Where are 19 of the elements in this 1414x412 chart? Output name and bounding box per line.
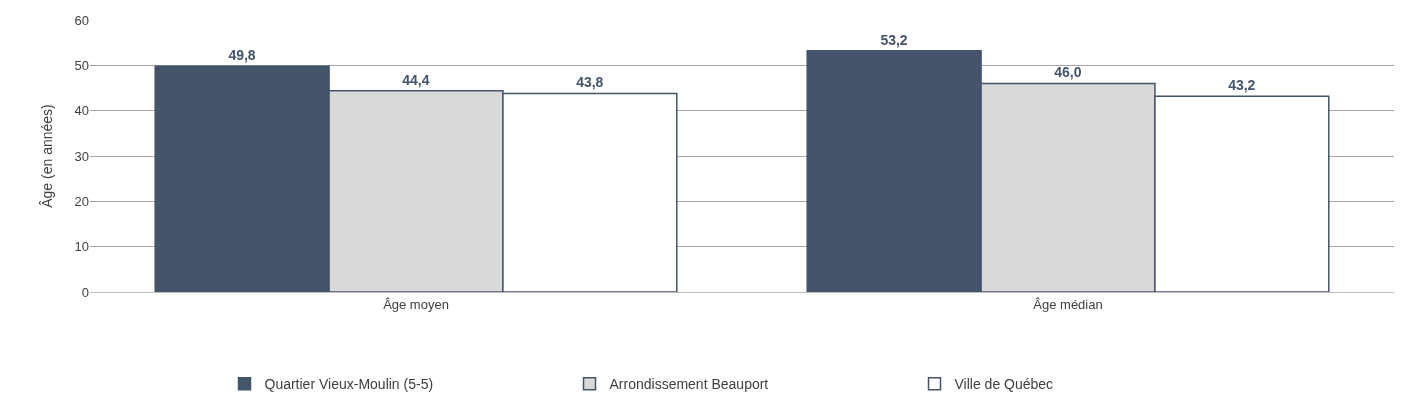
y-tick-label: 60 xyxy=(74,12,89,28)
legend-label: Quartier Vieux-Moulin (5-5) xyxy=(264,376,434,393)
legend-label: Arrondissement Beauport xyxy=(609,376,769,393)
data-label: 53,2 xyxy=(880,31,908,48)
y-tick-label: 40 xyxy=(74,103,89,119)
x-tick-label: Âge médian xyxy=(1033,296,1103,312)
legend-label: Ville de Québec xyxy=(954,376,1054,393)
y-axis-title: Âge (en années) xyxy=(39,104,55,208)
data-label: 43,2 xyxy=(1228,77,1256,94)
data-label: 43,8 xyxy=(576,74,604,91)
y-tick-label: 30 xyxy=(74,148,89,164)
y-tick-label: 0 xyxy=(81,284,89,300)
data-label: 49,8 xyxy=(228,47,256,64)
data-label: 46,0 xyxy=(1054,64,1082,81)
y-tick-label: 10 xyxy=(74,239,89,255)
data-label: 44,4 xyxy=(402,71,430,88)
x-tick-label: Âge moyen xyxy=(383,296,449,312)
y-tick-label: 50 xyxy=(74,57,89,73)
y-tick-label: 20 xyxy=(74,193,89,209)
